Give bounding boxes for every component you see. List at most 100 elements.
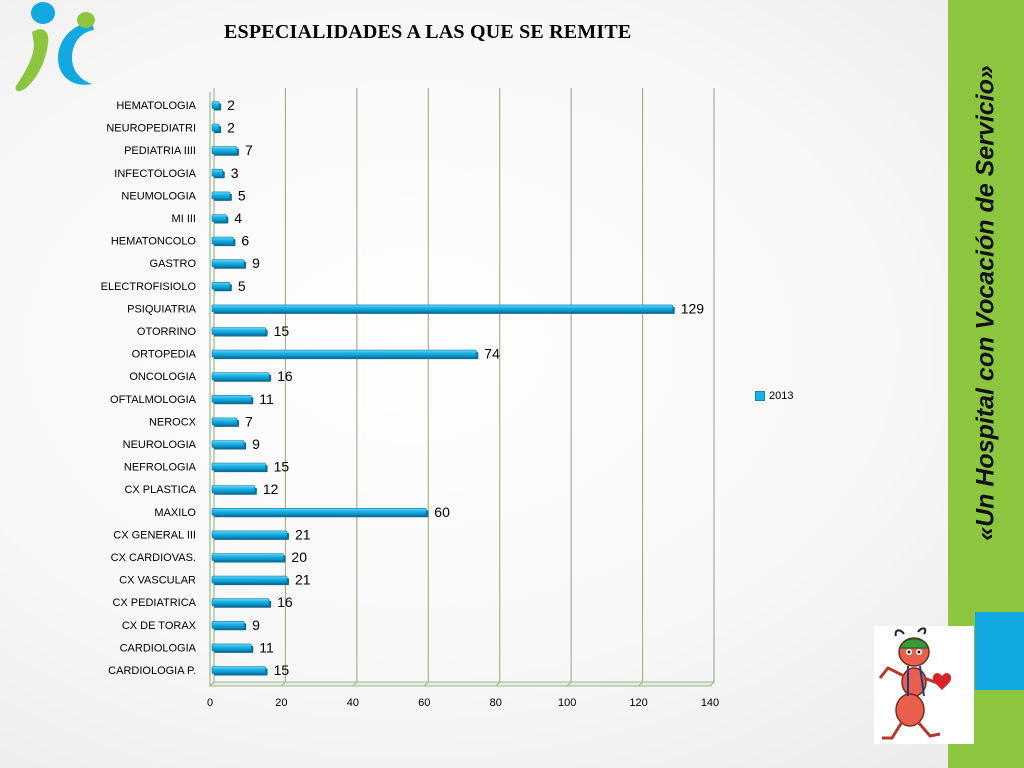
bar <box>211 417 238 426</box>
category-label: CX PLASTICA <box>124 484 196 496</box>
gridline-foot <box>495 681 501 687</box>
data-label: 9 <box>252 436 260 452</box>
x-tick-label: 120 <box>629 697 647 709</box>
bar <box>211 462 266 471</box>
bar <box>211 169 224 177</box>
bar <box>211 349 477 358</box>
category-label: CX PEDIATRICA <box>112 597 196 609</box>
data-label: 20 <box>291 549 307 565</box>
data-label: 7 <box>245 413 253 429</box>
data-label: 129 <box>681 300 705 316</box>
data-label: 2 <box>227 97 235 113</box>
data-label: 11 <box>259 391 274 407</box>
bar <box>211 372 270 381</box>
chart-legend: 2013 <box>755 390 793 402</box>
data-label: 9 <box>252 255 260 271</box>
data-label: 3 <box>231 165 239 181</box>
bar <box>211 485 256 494</box>
hospital-slogan: «Un Hospital con Vocación de Servicio» <box>971 65 1000 541</box>
bar <box>211 620 245 629</box>
gridline-foot <box>566 681 572 687</box>
data-label: 6 <box>241 233 249 249</box>
bar <box>211 259 245 268</box>
category-label: HEMATOLOGIA <box>116 100 196 112</box>
data-label: 2 <box>227 120 235 136</box>
legend-label: 2013 <box>769 390 794 402</box>
category-label: CX CARDIOVAS. <box>111 552 196 564</box>
bar <box>211 440 245 448</box>
data-label: 5 <box>238 278 246 294</box>
x-tick-label: 140 <box>701 697 719 709</box>
gridline-foot <box>423 681 429 687</box>
bar <box>211 191 231 200</box>
data-label: 15 <box>274 323 290 339</box>
category-label: NEROCX <box>149 416 197 428</box>
category-label: HEMATONCOLO <box>111 236 197 248</box>
data-label: 7 <box>245 142 253 158</box>
category-label: MI III <box>172 213 196 225</box>
category-label: NEUMOLOGIA <box>121 190 196 202</box>
data-label: 21 <box>295 526 311 542</box>
data-label: 12 <box>263 481 279 497</box>
bar <box>211 304 674 313</box>
x-tick-label: 0 <box>207 697 213 709</box>
bar <box>211 327 266 335</box>
bar <box>211 394 252 403</box>
data-label: 15 <box>274 459 290 475</box>
data-label: 4 <box>234 210 242 226</box>
legend-swatch <box>755 391 765 401</box>
category-label: NEFROLOGIA <box>124 462 197 474</box>
category-label: PEDIATRIA IIII <box>124 145 196 157</box>
bar <box>211 643 252 652</box>
x-tick-label: 80 <box>490 697 502 709</box>
category-label: GASTRO <box>150 258 197 270</box>
data-label: 15 <box>274 662 290 678</box>
category-label: ELECTROFISIOLO <box>101 281 197 293</box>
mascot-panel <box>874 626 974 744</box>
category-label: OFTALMOLOGIA <box>110 394 197 406</box>
plot-floor <box>208 681 716 687</box>
data-label: 16 <box>277 368 293 384</box>
category-label: CARDIOLOGIA P. <box>108 665 196 677</box>
bar <box>211 146 238 154</box>
bar <box>211 507 427 516</box>
category-label: NEUROPEDIATRI <box>106 123 196 135</box>
category-label: CARDIOLOGIA <box>120 642 197 654</box>
data-label: 60 <box>434 504 450 520</box>
bar <box>211 575 288 584</box>
category-label: MAXILO <box>154 507 196 519</box>
gridline-foot <box>352 681 358 687</box>
category-label: OTORRINO <box>137 326 197 338</box>
category-label: CX DE TORAX <box>122 620 197 632</box>
category-label: ORTOPEDIA <box>132 349 197 361</box>
x-tick-label: 100 <box>558 697 576 709</box>
bar <box>211 236 234 245</box>
category-label: CX GENERAL III <box>113 529 196 541</box>
bar <box>211 553 284 561</box>
bar <box>211 101 220 109</box>
bar <box>211 666 266 674</box>
category-label: ONCOLOGIA <box>129 371 196 383</box>
ant-mascot-icon <box>878 627 952 740</box>
category-label: NEUROLOGIA <box>123 439 197 451</box>
gridline-foot <box>709 681 715 687</box>
hospital-logo-icon <box>15 2 95 92</box>
data-label: 16 <box>277 594 293 610</box>
x-tick-label: 60 <box>418 697 430 709</box>
data-label: 5 <box>238 187 246 203</box>
gridline-foot <box>209 681 215 687</box>
data-label: 11 <box>259 639 274 655</box>
data-label: 9 <box>252 617 260 633</box>
x-tick-label: 40 <box>347 697 359 709</box>
bar <box>211 598 270 607</box>
category-label: PSIQUIATRIA <box>127 303 197 315</box>
data-label: 74 <box>484 346 500 362</box>
chart-title: ESPECIALIDADES A LAS QUE SE REMITE <box>224 21 632 43</box>
bar <box>211 123 220 132</box>
bar <box>211 281 231 290</box>
category-label: CX VASCULAR <box>119 575 196 587</box>
gridline-foot <box>281 681 286 687</box>
bar <box>211 214 227 222</box>
gridline-foot <box>638 681 643 687</box>
